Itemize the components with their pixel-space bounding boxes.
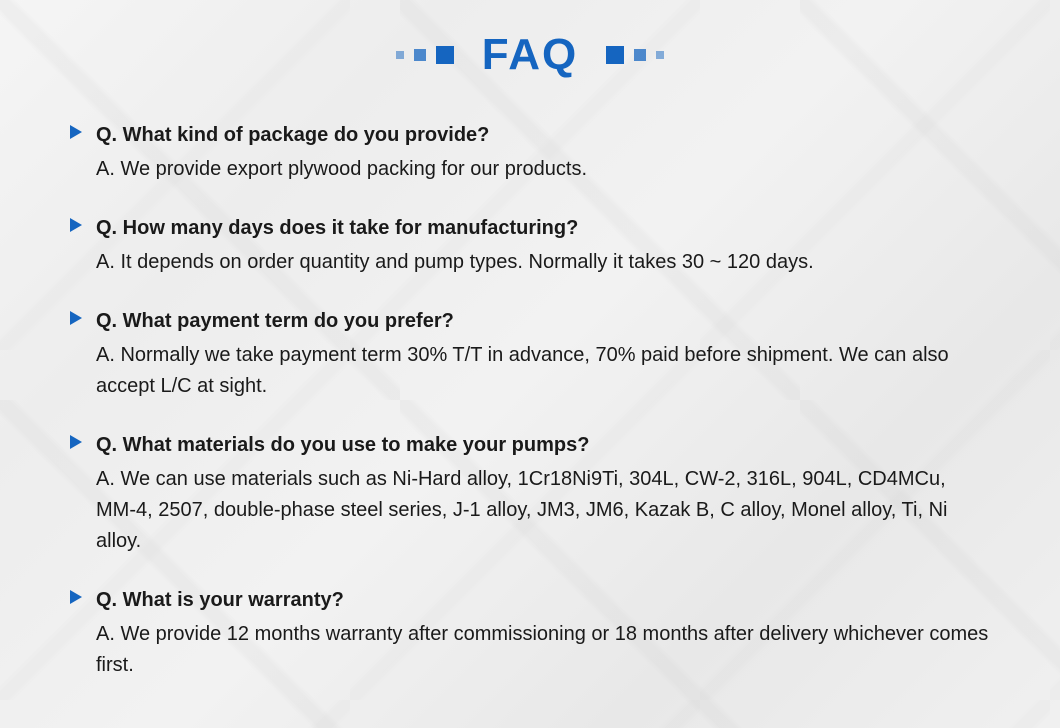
- decoration-square-large: [606, 46, 624, 64]
- decoration-square-medium: [414, 49, 426, 61]
- decoration-square-small: [396, 51, 404, 59]
- triangle-right-icon: [70, 590, 82, 604]
- faq-item: Q. What payment term do you prefer? A. N…: [70, 306, 990, 402]
- page-title: FAQ: [482, 30, 578, 80]
- triangle-right-icon: [70, 311, 82, 325]
- faq-answer: A. It depends on order quantity and pump…: [96, 247, 990, 278]
- faq-content: Q. How many days does it take for manufa…: [96, 213, 990, 278]
- faq-container: FAQ Q. What kind of package do you provi…: [0, 0, 1060, 701]
- decoration-square-small: [656, 51, 664, 59]
- faq-item: Q. What kind of package do you provide? …: [70, 120, 990, 185]
- faq-answer: A. We can use materials such as Ni-Hard …: [96, 464, 990, 557]
- faq-item: Q. How many days does it take for manufa…: [70, 213, 990, 278]
- triangle-right-icon: [70, 125, 82, 139]
- faq-answer: A. Normally we take payment term 30% T/T…: [96, 340, 990, 402]
- faq-answer: A. We provide 12 months warranty after c…: [96, 619, 990, 681]
- faq-content: Q. What payment term do you prefer? A. N…: [96, 306, 990, 402]
- faq-content: Q. What kind of package do you provide? …: [96, 120, 990, 185]
- triangle-right-icon: [70, 435, 82, 449]
- decoration-right: [606, 46, 664, 64]
- faq-question: Q. What kind of package do you provide?: [96, 120, 990, 150]
- faq-item: Q. What materials do you use to make you…: [70, 430, 990, 557]
- faq-list: Q. What kind of package do you provide? …: [70, 120, 990, 681]
- faq-question: Q. What is your warranty?: [96, 585, 990, 615]
- faq-question: Q. How many days does it take for manufa…: [96, 213, 990, 243]
- faq-content: Q. What is your warranty? A. We provide …: [96, 585, 990, 681]
- faq-question: Q. What materials do you use to make you…: [96, 430, 990, 460]
- faq-header: FAQ: [70, 30, 990, 80]
- decoration-left: [396, 46, 454, 64]
- decoration-square-large: [436, 46, 454, 64]
- faq-item: Q. What is your warranty? A. We provide …: [70, 585, 990, 681]
- faq-content: Q. What materials do you use to make you…: [96, 430, 990, 557]
- triangle-right-icon: [70, 218, 82, 232]
- faq-question: Q. What payment term do you prefer?: [96, 306, 990, 336]
- decoration-square-medium: [634, 49, 646, 61]
- faq-answer: A. We provide export plywood packing for…: [96, 154, 990, 185]
